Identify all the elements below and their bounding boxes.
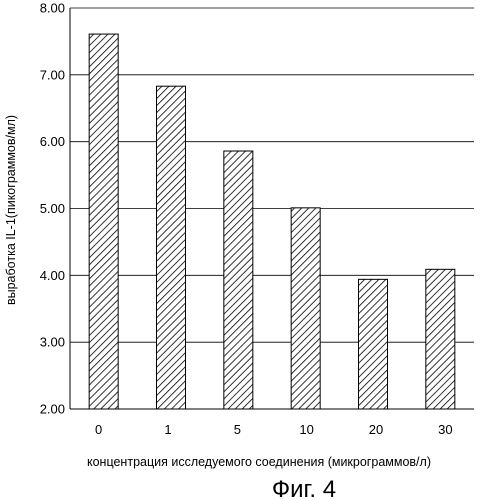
- x-axis-title: концентрация исследуемого соединения (ми…: [87, 455, 431, 469]
- bar: [291, 208, 320, 409]
- y-tick-labels: 2.00 3.00 4.00 5.00 6.00 7.00 8.00: [40, 1, 65, 417]
- y-tick-label: 7.00: [40, 67, 65, 82]
- y-axis-title: выработка IL-1(пикограммов/мл): [4, 115, 18, 305]
- x-tick-label: 1: [164, 422, 171, 437]
- bar: [157, 86, 186, 409]
- x-tick-label: 5: [234, 422, 241, 437]
- bar: [89, 34, 118, 409]
- y-tick-label: 3.00: [40, 335, 65, 350]
- figure-caption: Фиг. 4: [272, 476, 336, 500]
- x-tick-labels: 0 1 5 10 20 30: [95, 422, 453, 437]
- gridlines: [70, 8, 474, 342]
- bar: [426, 269, 455, 409]
- y-tick-label: 2.00: [40, 402, 65, 417]
- bar: [224, 151, 253, 409]
- x-tick-label: 0: [95, 422, 102, 437]
- bar: [359, 279, 388, 409]
- x-tick-label: 10: [299, 422, 313, 437]
- y-tick-label: 4.00: [40, 268, 65, 283]
- y-tick-label: 5.00: [40, 201, 65, 216]
- bars: [89, 34, 455, 409]
- y-tick-label: 8.00: [40, 1, 65, 16]
- x-tick-label: 20: [369, 422, 383, 437]
- y-tick-label: 6.00: [40, 134, 65, 149]
- x-tick-label: 30: [438, 422, 452, 437]
